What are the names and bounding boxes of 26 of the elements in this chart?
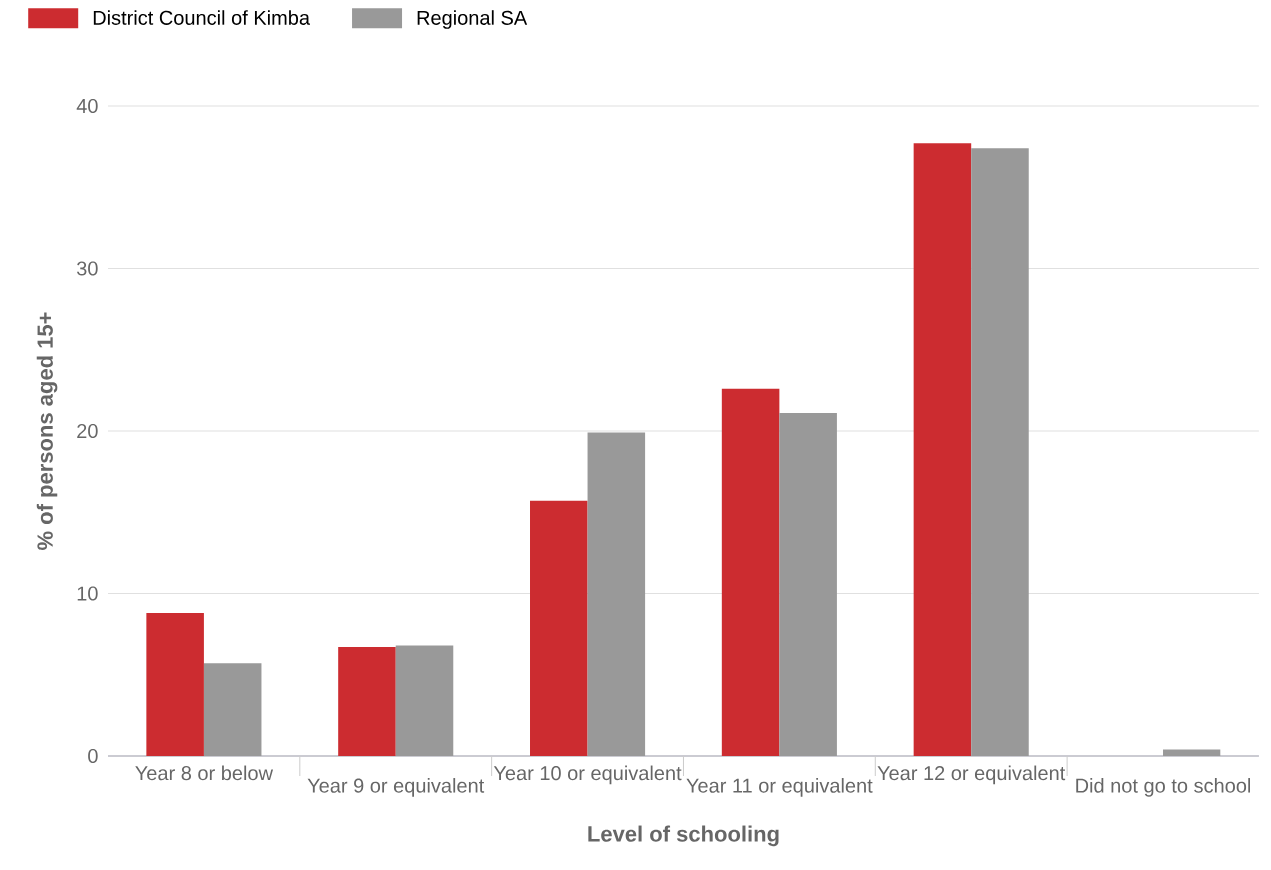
y-tick-label: 10 — [77, 586, 98, 601]
y-tick-label: 20 — [77, 423, 98, 439]
x-tick-label: Year 11 or equivalent — [686, 778, 873, 797]
bar — [1163, 749, 1221, 756]
bar — [338, 647, 396, 756]
y-tick-label: 40 — [76, 98, 98, 114]
legend-label: Regional SA — [417, 10, 528, 29]
legend-label: District Council of Kimba — [93, 10, 310, 25]
bar — [779, 413, 837, 756]
bar — [530, 500, 588, 756]
x-tick-label: Year 9 or equivalent — [307, 778, 485, 797]
bar — [721, 388, 780, 756]
x-tick-label: Did not go to school — [1076, 778, 1251, 797]
bar — [971, 148, 1029, 756]
y-axis-title: % of persons aged 15+ — [36, 312, 58, 550]
bar — [146, 613, 204, 756]
x-tick-label: Year 12 or equivalent — [877, 765, 1066, 785]
bar — [587, 432, 646, 756]
y-tick-label: 0 — [88, 748, 98, 764]
bar — [913, 143, 972, 756]
x-tick-label: Year 10 or equivalent — [493, 765, 682, 785]
x-tick-label: Year 8 or below — [135, 765, 274, 781]
bar — [203, 663, 262, 756]
y-tick-label: 30 — [76, 261, 98, 276]
x-axis-title: Level of schooling — [588, 825, 779, 847]
bar — [395, 645, 454, 756]
